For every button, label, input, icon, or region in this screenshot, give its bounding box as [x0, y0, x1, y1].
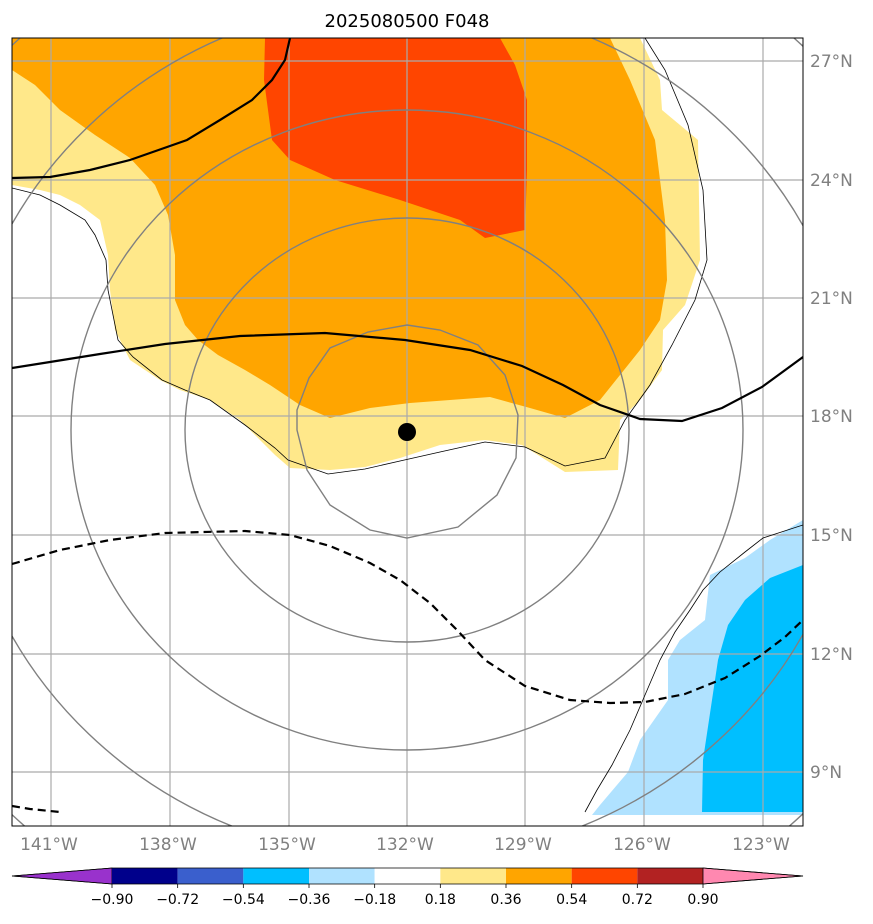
- lat-label-27: 27°N: [810, 52, 853, 72]
- lon-label-141: 141°W: [20, 835, 78, 855]
- thick-contour-dashed-short: [12, 804, 61, 814]
- colorbar-segment: [243, 868, 309, 884]
- storm-center-marker: [398, 423, 416, 441]
- lat-label-24: 24°N: [810, 171, 853, 191]
- lon-label-138: 138°W: [139, 835, 197, 855]
- lon-label-132: 132°W: [376, 835, 434, 855]
- lat-label-12: 12°N: [810, 645, 853, 665]
- range-ring-3: [70, 109, 744, 751]
- colorbar: −0.90 −0.72 −0.54 −0.36 −0.18 0.18 0.36 0.54 0.7…: [11, 867, 804, 908]
- colorbar-tick-label: −0.36: [288, 892, 331, 908]
- lat-label-15: 15°N: [810, 526, 853, 546]
- lat-labels: 27°N 24°N 21°N 18°N 15°N 12°N 9°N: [810, 52, 853, 783]
- colorbar-tick-label: 0.54: [556, 892, 587, 908]
- thin-contour-negative: [584, 524, 803, 813]
- lon-label-126: 126°W: [613, 835, 671, 855]
- colorbar-segment: [440, 868, 506, 884]
- colorbar-tick-label: 0.18: [425, 892, 456, 908]
- map-frame: [11, 37, 804, 827]
- thin-contour-positive: [12, 38, 708, 475]
- colorbar-segment: [374, 868, 441, 884]
- colorbar-tick-label: −0.54: [222, 892, 265, 908]
- map-title: 2025080500 F048: [325, 11, 490, 32]
- colorbar-extend-low: [11, 867, 113, 885]
- colorbar-segment: [506, 868, 572, 884]
- lon-label-135: 135°W: [258, 835, 316, 855]
- colorbar-tick-label: 0.72: [622, 892, 653, 908]
- lat-label-18: 18°N: [810, 407, 853, 427]
- shading-negative-mid: [702, 565, 803, 812]
- thick-contour-solid-middle: [12, 331, 803, 423]
- thick-contour-dashed: [12, 529, 803, 705]
- colorbar-segment: [637, 868, 703, 884]
- colorbar-tick-label: 0.36: [490, 892, 521, 908]
- range-ring-1: [296, 324, 519, 539]
- colorbar-segment: [571, 868, 638, 884]
- thick-contour-solid-upper: [12, 38, 292, 180]
- lat-label-9: 9°N: [810, 763, 842, 783]
- colorbar-extend-high: [702, 867, 804, 885]
- lon-label-129: 129°W: [494, 835, 552, 855]
- lat-label-21: 21°N: [810, 289, 853, 309]
- colorbar-tick-label: −0.18: [353, 892, 396, 908]
- range-ring-2: [184, 217, 630, 643]
- colorbar-tick-label: −0.72: [156, 892, 199, 908]
- lon-labels: 141°W 138°W 135°W 132°W 129°W 126°W 123°…: [20, 835, 790, 855]
- colorbar-segment: [309, 868, 375, 884]
- colorbar-segment: [177, 868, 244, 884]
- colorbar-tick-label: −0.90: [91, 892, 134, 908]
- lon-label-123: 123°W: [732, 835, 790, 855]
- colorbar-segment: [112, 868, 178, 884]
- shading-positive-high: [264, 38, 527, 238]
- colorbar-tick-label: 0.90: [687, 892, 718, 908]
